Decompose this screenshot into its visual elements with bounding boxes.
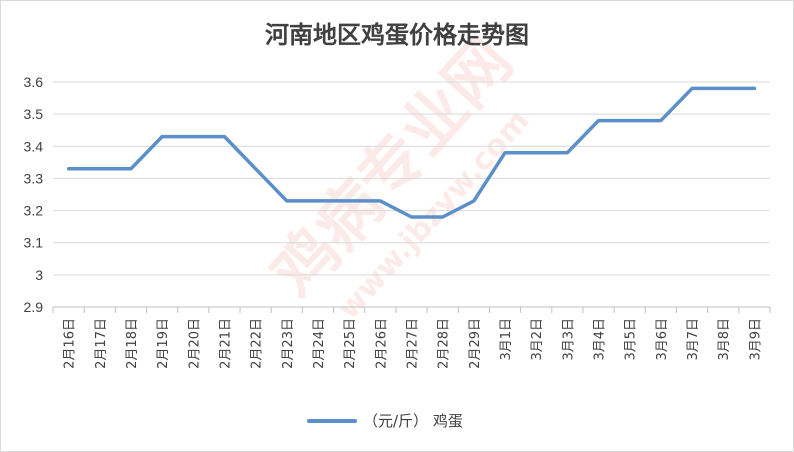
x-tick-label: 2月17日 bbox=[94, 318, 109, 369]
x-tick-label: 3月6日 bbox=[655, 318, 670, 361]
x-tick-label: 2月22日 bbox=[250, 318, 265, 369]
x-tick-label: 3月4日 bbox=[593, 318, 608, 361]
x-tick-label: 2月20日 bbox=[187, 318, 202, 369]
watermark: 鸡病专业网 www.jbzyw.com bbox=[258, 24, 537, 326]
x-tick-label: 2月19日 bbox=[156, 318, 171, 369]
y-tick-label: 3.3 bbox=[24, 170, 44, 186]
legend-label: （元/斤） 鸡蛋 bbox=[363, 412, 463, 430]
x-tick-label: 2月25日 bbox=[343, 318, 358, 369]
x-tick-label: 3月5日 bbox=[624, 318, 639, 361]
x-tick-label: 2月23日 bbox=[281, 318, 296, 369]
x-tick-label: 2月16日 bbox=[63, 318, 78, 369]
legend: （元/斤） 鸡蛋 bbox=[307, 412, 463, 430]
x-tick-label: 2月29日 bbox=[468, 318, 483, 369]
grid-lines bbox=[53, 81, 770, 308]
x-tick-label: 2月24日 bbox=[312, 318, 327, 369]
y-tick-label: 3.2 bbox=[24, 203, 44, 219]
x-tick-label: 3月7日 bbox=[686, 318, 701, 361]
y-tick-label: 3.5 bbox=[24, 106, 44, 122]
x-tick-label: 2月28日 bbox=[437, 318, 452, 369]
x-axis: 2月16日 2月17日 2月18日 2月19日 2月20日 2月21日 2月22日 2月23日… bbox=[52, 307, 771, 369]
x-tick-label: 3月9日 bbox=[748, 318, 763, 361]
y-tick-label: 3 bbox=[35, 267, 43, 283]
x-tick-label: 3月3日 bbox=[561, 318, 576, 361]
y-tick-label: 3.4 bbox=[24, 138, 44, 154]
chart-title: 河南地区鸡蛋价格走势图 bbox=[265, 21, 529, 49]
x-tick-label: 2月21日 bbox=[218, 318, 233, 369]
y-tick-label: 3.6 bbox=[24, 74, 44, 90]
x-tick-label: 2月18日 bbox=[125, 318, 140, 369]
series-layer bbox=[66, 86, 757, 219]
x-tick-label: 3月2日 bbox=[530, 318, 545, 361]
series-line bbox=[66, 86, 757, 219]
x-tick-label: 2月27日 bbox=[406, 318, 421, 369]
y-tick-label: 2.9 bbox=[24, 299, 44, 315]
y-tick-label: 3.1 bbox=[24, 235, 44, 251]
y-axis: 2.9 3 3.1 3.2 3.3 3.4 3.5 3.6 bbox=[24, 74, 44, 315]
x-tick-label: 3月8日 bbox=[717, 318, 732, 361]
x-tick-label: 3月1日 bbox=[499, 318, 514, 361]
x-tick-label: 2月26日 bbox=[374, 318, 389, 369]
